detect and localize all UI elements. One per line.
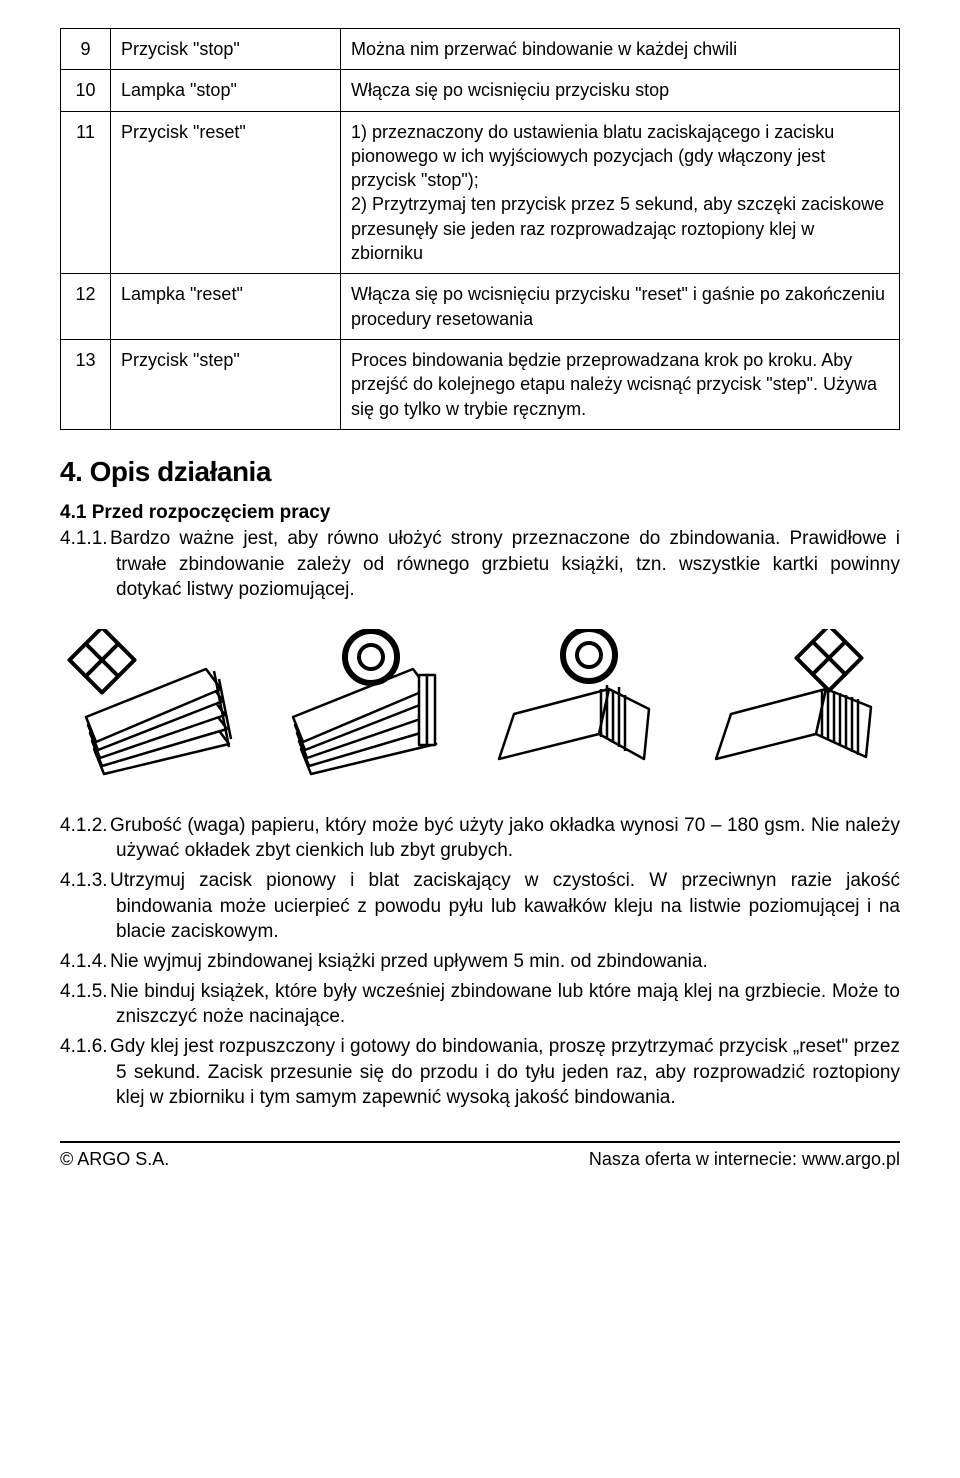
parts-table: 9Przycisk "stop"Można nim przerwać bindo… (60, 28, 900, 430)
diagram-row (60, 629, 900, 779)
row-number: 12 (61, 274, 111, 340)
section-subhead: 4.1 Przed rozpoczęciem pracy (60, 502, 900, 524)
post-diagram-list: 4.1.2.Grubość (waga) papieru, który może… (60, 813, 900, 1111)
row-name: Lampka "reset" (111, 274, 341, 340)
page: 9Przycisk "stop"Można nim przerwać bindo… (0, 0, 960, 1190)
table-row: 12Lampka "reset"Włącza się po wcisnięciu… (61, 274, 900, 340)
list-item: 4.1.5.Nie binduj książek, które były wcz… (60, 979, 900, 1030)
row-name: Lampka "stop" (111, 70, 341, 111)
list-item: 4.1.3.Utrzymuj zacisk pionowy i blat zac… (60, 868, 900, 945)
row-number: 11 (61, 111, 111, 274)
pre-diagram-list: 4.1.1.Bardzo ważne jest, aby równo ułoży… (60, 526, 900, 603)
list-item: 4.1.2.Grubość (waga) papieru, który może… (60, 813, 900, 864)
table-row: 10Lampka "stop"Włącza się po wcisnięciu … (61, 70, 900, 111)
table-row: 13Przycisk "step"Proces bindowania będzi… (61, 339, 900, 429)
item-text: Nie wyjmuj zbindowanej książki przed upł… (110, 951, 708, 972)
item-text: Utrzymuj zacisk pionowy i blat zaciskają… (110, 870, 900, 942)
table-row: 9Przycisk "stop"Można nim przerwać bindo… (61, 29, 900, 70)
item-number: 4.1.2. (60, 813, 110, 839)
row-name: Przycisk "step" (111, 339, 341, 429)
item-number: 4.1.6. (60, 1034, 110, 1060)
row-description: Można nim przerwać bindowanie w każdej c… (341, 29, 900, 70)
row-description: 1) przeznaczony do ustawienia blatu zaci… (341, 111, 900, 274)
row-description: Włącza się po wcisnięciu przycisku "rese… (341, 274, 900, 340)
row-name: Przycisk "stop" (111, 29, 341, 70)
item-text: Bardzo ważne jest, aby równo ułożyć stro… (110, 528, 900, 600)
list-item: 4.1.1.Bardzo ważne jest, aby równo ułoży… (60, 526, 900, 603)
footer-left: © ARGO S.A. (60, 1149, 169, 1170)
item-number: 4.1.1. (60, 526, 110, 552)
row-number: 13 (61, 339, 111, 429)
item-text: Nie binduj książek, które były wcześniej… (110, 981, 900, 1028)
page-footer: © ARGO S.A. Nasza oferta w internecie: w… (60, 1141, 900, 1170)
row-description: Włącza się po wcisnięciu przycisku stop (341, 70, 900, 111)
footer-right: Nasza oferta w internecie: www.argo.pl (589, 1149, 900, 1170)
row-name: Przycisk "reset" (111, 111, 341, 274)
list-item: 4.1.6.Gdy klej jest rozpuszczony i gotow… (60, 1034, 900, 1111)
diagram-bound-x (696, 629, 896, 779)
row-number: 10 (61, 70, 111, 111)
item-text: Gdy klej jest rozpuszczony i gotowy do b… (110, 1036, 900, 1108)
table-row: 11Przycisk "reset"1) przeznaczony do ust… (61, 111, 900, 274)
diagram-correct-fanned (271, 629, 461, 779)
item-number: 4.1.4. (60, 949, 110, 975)
row-description: Proces bindowania będzie przeprowadzana … (341, 339, 900, 429)
diagram-wrong-bound (479, 629, 679, 779)
item-number: 4.1.3. (60, 868, 110, 894)
item-number: 4.1.5. (60, 979, 110, 1005)
section-title: 4. Opis działania (60, 456, 900, 488)
list-item: 4.1.4.Nie wyjmuj zbindowanej książki prz… (60, 949, 900, 975)
row-number: 9 (61, 29, 111, 70)
diagram-wrong-fanned (64, 629, 254, 779)
item-text: Grubość (waga) papieru, który może być u… (110, 815, 900, 862)
